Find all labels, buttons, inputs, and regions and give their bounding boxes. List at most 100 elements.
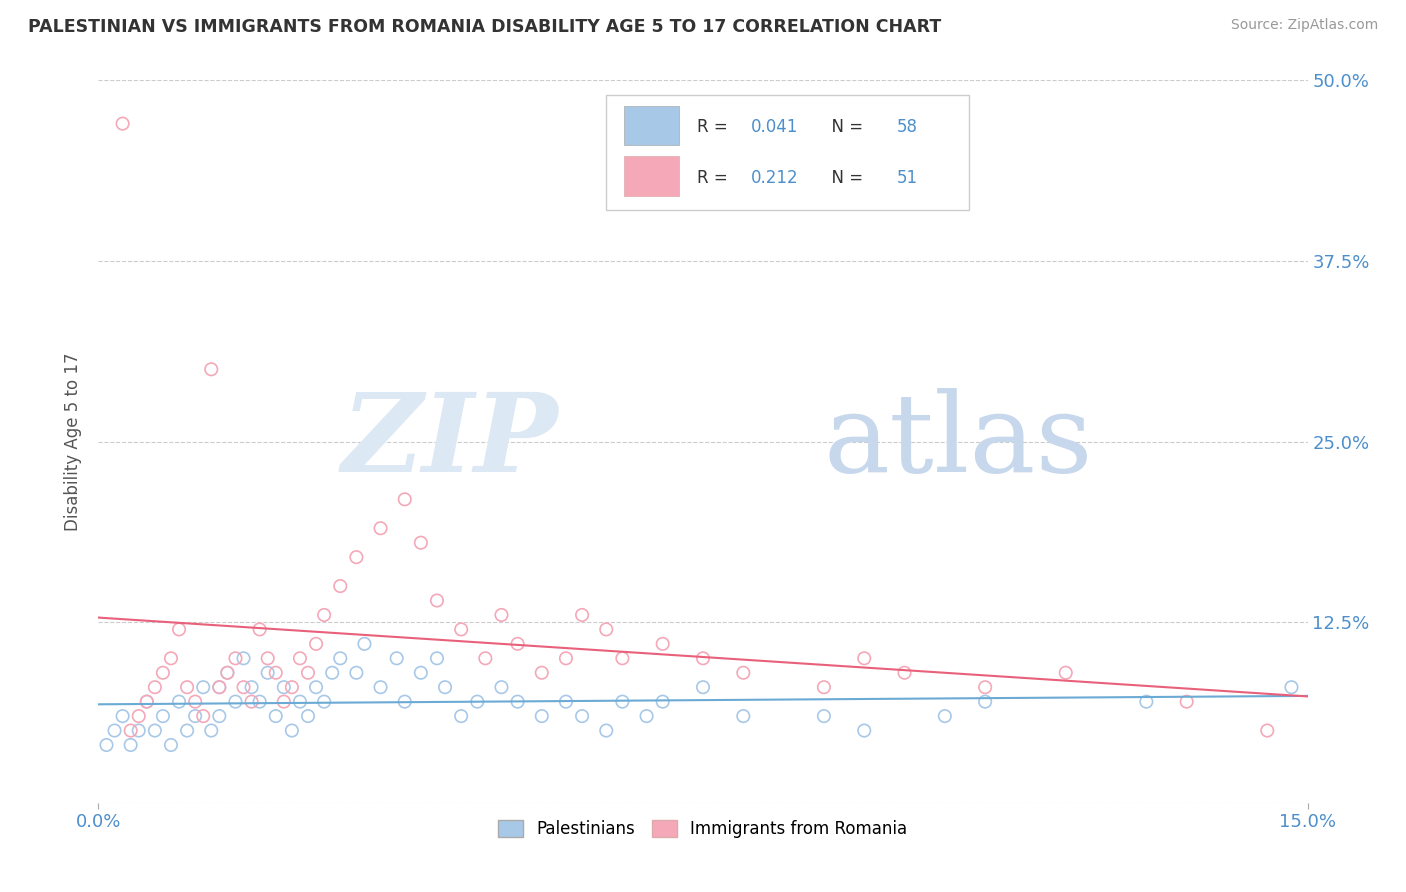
Point [240, 695, 263, 709]
Point [370, 521, 392, 535]
Point [555, 695, 578, 709]
Point [409, 535, 432, 549]
Point [143, 680, 166, 694]
Point [651, 637, 673, 651]
Point [370, 680, 392, 694]
Point [135, 695, 157, 709]
Point [264, 709, 287, 723]
Point [167, 623, 190, 637]
Point [273, 695, 295, 709]
Point [530, 665, 553, 680]
Point [305, 637, 328, 651]
Point [160, 651, 183, 665]
Point [1256, 723, 1278, 738]
Point [176, 680, 198, 694]
Point [426, 651, 449, 665]
Point [264, 665, 287, 680]
Point [111, 117, 134, 131]
Point [305, 680, 328, 694]
Point [974, 695, 997, 709]
Y-axis label: Disability Age 5 to 17: Disability Age 5 to 17 [65, 352, 83, 531]
Point [853, 723, 876, 738]
Point [249, 695, 271, 709]
Point [143, 723, 166, 738]
Point [200, 362, 222, 376]
Point [297, 665, 319, 680]
Point [167, 695, 190, 709]
Point [200, 723, 222, 738]
Point [208, 680, 231, 694]
Point [651, 695, 673, 709]
Text: N =: N = [821, 119, 869, 136]
Point [571, 709, 593, 723]
Point [733, 709, 755, 723]
Text: 51: 51 [897, 169, 918, 186]
Point [409, 665, 432, 680]
Point [474, 651, 496, 665]
Point [813, 680, 835, 694]
Point [288, 651, 311, 665]
Text: Source: ZipAtlas.com: Source: ZipAtlas.com [1230, 18, 1378, 32]
Point [176, 723, 198, 738]
Point [297, 709, 319, 723]
Point [249, 623, 271, 637]
Point [120, 738, 142, 752]
Point [135, 695, 157, 709]
Point [208, 680, 231, 694]
Point [450, 709, 472, 723]
Point [314, 607, 336, 622]
Point [111, 709, 134, 723]
Point [353, 637, 375, 651]
Point [813, 709, 835, 723]
Point [256, 651, 278, 665]
Point [394, 695, 416, 709]
Point [217, 665, 239, 680]
Point [506, 695, 529, 709]
Point [128, 709, 150, 723]
Text: PALESTINIAN VS IMMIGRANTS FROM ROMANIA DISABILITY AGE 5 TO 17 CORRELATION CHART: PALESTINIAN VS IMMIGRANTS FROM ROMANIA D… [28, 18, 942, 36]
Point [506, 637, 529, 651]
Point [394, 492, 416, 507]
Text: 58: 58 [897, 119, 918, 136]
Point [344, 665, 367, 680]
Text: R =: R = [697, 119, 733, 136]
Point [329, 579, 352, 593]
Point [288, 695, 311, 709]
Point [273, 680, 295, 694]
Point [281, 723, 304, 738]
Text: atlas: atlas [824, 388, 1094, 495]
Point [232, 680, 254, 694]
FancyBboxPatch shape [606, 95, 969, 211]
Point [595, 723, 617, 738]
Text: N =: N = [821, 169, 869, 186]
Point [733, 665, 755, 680]
Point [385, 651, 408, 665]
Point [240, 680, 263, 694]
Point [232, 651, 254, 665]
Point [256, 665, 278, 680]
Point [571, 607, 593, 622]
Point [692, 680, 714, 694]
Point [692, 651, 714, 665]
Point [893, 665, 915, 680]
Point [160, 738, 183, 752]
Bar [624, 105, 679, 145]
Point [491, 607, 513, 622]
Point [612, 695, 634, 709]
Point [344, 550, 367, 565]
Point [934, 709, 956, 723]
Point [595, 623, 617, 637]
Point [612, 651, 634, 665]
Point [1281, 680, 1303, 694]
Point [224, 695, 246, 709]
Text: R =: R = [697, 169, 733, 186]
Point [465, 695, 488, 709]
Point [184, 695, 207, 709]
Point [450, 623, 472, 637]
Point [491, 680, 513, 694]
Point [530, 709, 553, 723]
Point [1054, 665, 1077, 680]
Point [184, 709, 207, 723]
Point [434, 680, 457, 694]
Text: 0.041: 0.041 [751, 119, 799, 136]
